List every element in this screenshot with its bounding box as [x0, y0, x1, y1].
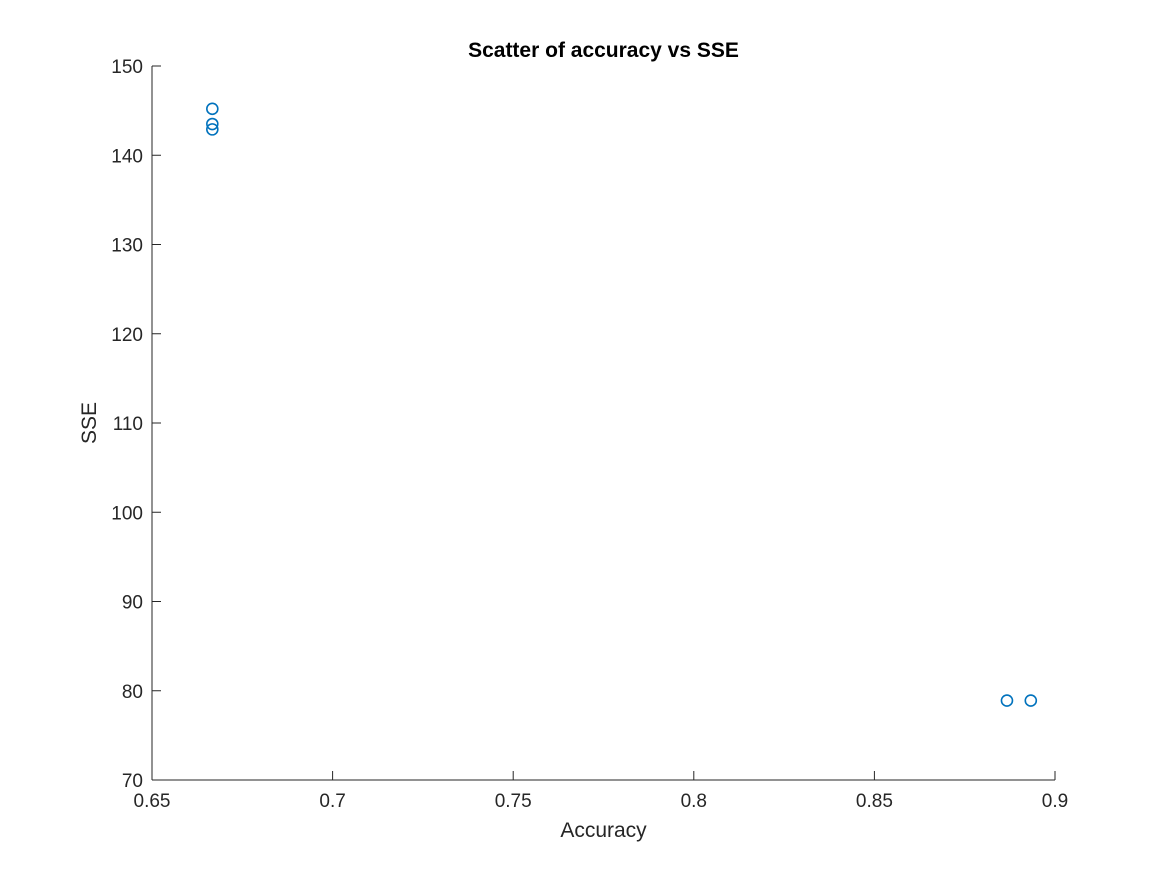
x-tick-label: 0.75	[495, 791, 532, 812]
chart-title: Scatter of accuracy vs SSE	[468, 39, 739, 62]
y-tick-label: 110	[113, 414, 143, 435]
y-tick-label: 80	[122, 682, 143, 703]
data-points	[206, 102, 1038, 707]
data-point	[1024, 694, 1038, 707]
y-tick-label: 130	[111, 236, 143, 257]
y-ticks: 70 80 90 100 110 120 130 140 150	[111, 57, 161, 792]
x-tick-label: 0.65	[134, 791, 171, 812]
y-tick-label: 140	[111, 146, 143, 167]
y-axis-label: SSE	[78, 402, 101, 444]
data-point	[1000, 694, 1014, 707]
data-point	[206, 102, 219, 116]
x-tick-label: 0.7	[319, 791, 345, 812]
y-tick-label: 90	[122, 593, 143, 614]
x-tick-label: 0.9	[1042, 791, 1068, 812]
x-tick-label: 0.85	[856, 791, 893, 812]
y-tick-label: 70	[122, 771, 143, 792]
data-point	[206, 123, 219, 136]
data-point	[206, 117, 219, 131]
x-ticks: 0.65 0.7 0.75 0.8 0.85 0.9	[134, 771, 1068, 812]
y-tick-label: 150	[111, 57, 143, 78]
y-tick-label: 120	[111, 325, 143, 346]
x-tick-label: 0.8	[681, 791, 707, 812]
axes	[151, 66, 1055, 781]
x-axis-label: Accuracy	[560, 819, 647, 842]
y-tick-label: 100	[111, 503, 143, 524]
